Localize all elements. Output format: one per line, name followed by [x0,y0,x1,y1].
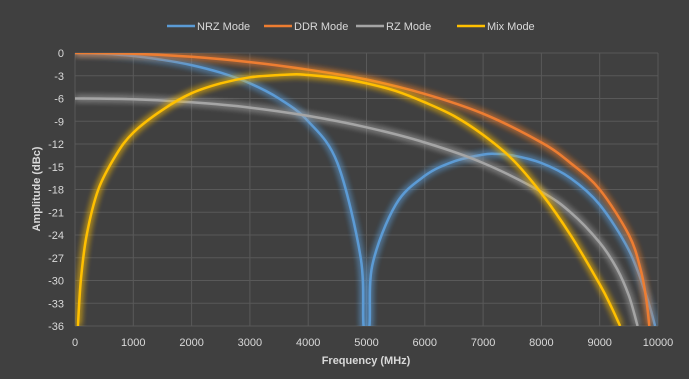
legend-label-mix-mode: Mix Mode [487,21,535,33]
x-axis-title: Frequency (MHz) [322,355,411,367]
grid [74,52,659,327]
x-tick-label: 10000 [643,337,674,349]
series-line-ddr-mode [75,53,651,326]
x-tick-label: 0 [72,337,78,349]
legend: NRZ Mode DDR Mode RZ Mode Mix Mode [167,21,535,33]
x-tick-label: 6000 [413,337,437,349]
x-tick-label: 5000 [354,337,378,349]
y-tick-label: -9 [54,116,64,128]
legend-label-rz-mode: RZ Mode [386,21,431,33]
y-tick-label: -24 [48,230,64,242]
series-line-rz-mode [75,97,639,326]
y-tick-label: 0 [58,48,64,60]
x-tick-label: 4000 [296,337,320,349]
legend-label-nrz-mode: NRZ Mode [197,21,250,33]
x-tick-label: 7000 [471,337,495,349]
y-tick-label: -27 [48,253,64,265]
y-axis-ticks: 0 -3 -6 -9 -12 -15 -18 -21 -24 -27 -30 -33 -36 [48,48,64,333]
y-tick-label: -33 [48,298,64,310]
x-tick-label: 9000 [587,337,611,349]
series-line-nrz-mode [75,53,657,326]
x-tick-label: 2000 [179,337,203,349]
y-tick-label: -3 [54,71,64,83]
legend-label-ddr-mode: DDR Mode [294,21,348,33]
y-tick-label: -30 [48,276,64,288]
x-tick-label: 8000 [529,337,553,349]
x-tick-label: 3000 [238,337,262,349]
x-tick-label: 1000 [121,337,145,349]
series-line-mix-mode [76,72,622,326]
y-tick-label: -15 [48,162,64,174]
y-tick-label: -21 [48,207,64,219]
x-axis-ticks: 0 1000 2000 3000 4000 5000 6000 7000 8000 9000 100… [72,337,673,349]
y-axis-title: Amplitude (dBc) [31,146,43,231]
y-tick-label: -12 [48,139,64,151]
y-tick-label: -18 [48,185,64,197]
y-tick-label: -36 [48,321,64,333]
y-tick-label: -6 [54,94,64,106]
series-lines [75,53,657,326]
